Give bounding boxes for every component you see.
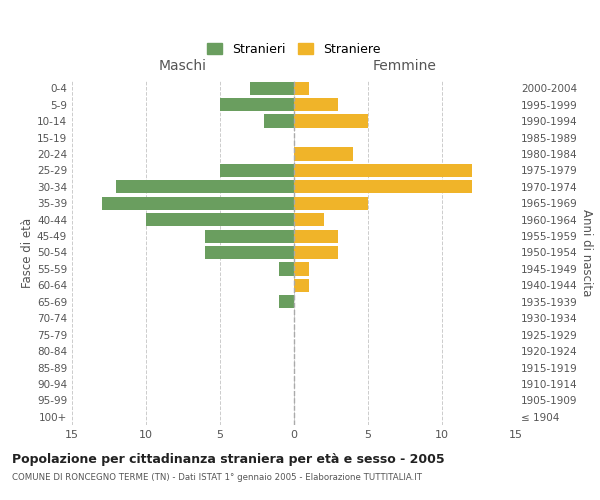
Y-axis label: Anni di nascita: Anni di nascita xyxy=(580,209,593,296)
Bar xyxy=(265,114,294,128)
Bar xyxy=(294,196,368,210)
Bar xyxy=(146,213,294,226)
Bar xyxy=(294,164,472,177)
Text: Femmine: Femmine xyxy=(373,59,437,73)
Bar xyxy=(116,180,294,194)
Bar xyxy=(294,246,338,259)
Bar xyxy=(294,82,309,95)
Y-axis label: Fasce di età: Fasce di età xyxy=(21,218,34,288)
Bar xyxy=(294,213,323,226)
Text: Maschi: Maschi xyxy=(159,59,207,73)
Bar xyxy=(279,262,294,276)
Bar xyxy=(205,230,294,242)
Bar xyxy=(220,164,294,177)
Bar xyxy=(250,82,294,95)
Text: COMUNE DI RONCEGNO TERME (TN) - Dati ISTAT 1° gennaio 2005 - Elaborazione TUTTIT: COMUNE DI RONCEGNO TERME (TN) - Dati IST… xyxy=(12,472,422,482)
Legend: Stranieri, Straniere: Stranieri, Straniere xyxy=(202,38,386,61)
Bar xyxy=(294,279,309,292)
Text: Popolazione per cittadinanza straniera per età e sesso - 2005: Popolazione per cittadinanza straniera p… xyxy=(12,452,445,466)
Bar xyxy=(220,98,294,111)
Bar xyxy=(294,262,309,276)
Bar xyxy=(294,148,353,160)
Bar xyxy=(294,230,338,242)
Bar xyxy=(294,180,472,194)
Bar xyxy=(294,114,368,128)
Bar xyxy=(279,295,294,308)
Bar xyxy=(101,196,294,210)
Bar xyxy=(205,246,294,259)
Bar xyxy=(294,98,338,111)
